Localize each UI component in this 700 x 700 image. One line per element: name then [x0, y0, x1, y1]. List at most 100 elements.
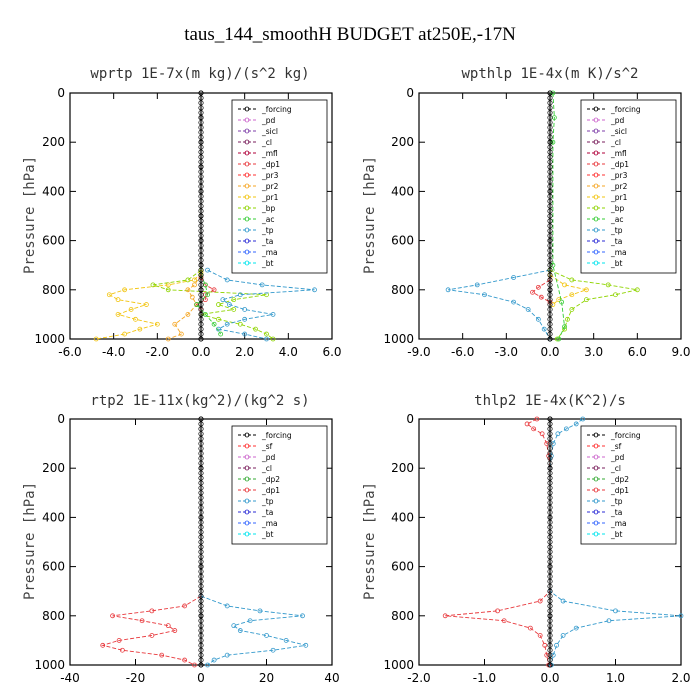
y-tick-label: 800 [42, 609, 65, 623]
data-point_forcing [547, 218, 553, 224]
legend-label: _forcing [261, 105, 292, 114]
data-point_forcing [198, 549, 204, 555]
data-point_forcing [547, 460, 553, 466]
panel-title: rtp2 1E-11x(kg^2)/(kg^2 s) [90, 393, 309, 409]
legend-marker [244, 238, 250, 244]
data-point_tp [482, 292, 487, 298]
data-point_dp1 [535, 284, 541, 290]
legend-marker [593, 531, 599, 537]
data-point_forcing [198, 238, 204, 244]
panel-title: wprtp 1E-7x(m kg)/(s^2 kg) [90, 66, 309, 82]
x-tick-label: 0.0 [540, 671, 559, 685]
data-point_tp [259, 282, 265, 288]
data-point_pr2 [172, 321, 178, 327]
data-point_forcing [547, 159, 553, 165]
data-point_forcing [547, 445, 553, 452]
data-point_dp1 [182, 657, 188, 663]
data-point_forcing [547, 505, 553, 511]
data-point_forcing [198, 252, 204, 258]
legend-label: _dp1 [610, 486, 629, 495]
data-point_bp [613, 292, 618, 298]
legend-label: _sicl [610, 127, 627, 136]
y-tick-label: 400 [42, 184, 65, 198]
data-point_tp [242, 316, 248, 322]
legend-marker [593, 205, 599, 211]
legend-label: _bp [610, 204, 625, 213]
data-point_forcing [198, 282, 204, 288]
series-line_dp1 [445, 418, 551, 666]
data-point_pr2 [178, 331, 184, 337]
data-point_tp [554, 642, 559, 648]
legend-marker [593, 498, 599, 504]
data-point_forcing [198, 583, 204, 589]
legend-label: _cl [261, 464, 272, 473]
data-point_forcing [547, 262, 553, 268]
legend-marker [244, 150, 250, 156]
data-point_dp1 [534, 416, 540, 422]
y-tick-label: 400 [391, 184, 414, 198]
legend-label: _bt [610, 259, 623, 268]
legend-label: _mfl [261, 149, 278, 158]
legend-marker [593, 487, 599, 493]
legend-marker [244, 520, 250, 526]
legend-label: _pr3 [261, 171, 279, 180]
data-point_forcing [198, 287, 204, 293]
data-point_tp [303, 642, 309, 648]
data-point_forcing [547, 549, 553, 555]
data-point_dp1 [537, 598, 543, 604]
series-line_ac [196, 274, 222, 335]
panel-wpthlp: wpthlp 1E-4x(m K)/s^2 Pressure [hPa] -9.… [362, 66, 691, 359]
data-point_forcing [198, 203, 204, 209]
legend-label: _dp1 [610, 160, 629, 169]
data-point_tp [231, 623, 237, 629]
data-point_forcing [547, 657, 553, 663]
y-axis-label: Pressure [hPa] [22, 482, 38, 600]
data-point_forcing [547, 588, 553, 594]
data-point_bp [565, 316, 570, 322]
data-point_forcing [198, 544, 204, 550]
data-point_pr1 [93, 336, 99, 342]
data-point_bp [231, 297, 237, 303]
data-point_forcing [198, 242, 204, 249]
series-line_pr1 [96, 272, 202, 340]
data-point_forcing [547, 336, 553, 342]
x-tick-label: 0 [197, 671, 205, 685]
data-point_forcing [547, 578, 553, 584]
y-tick-label: 0 [57, 412, 65, 426]
data-point_forcing [198, 495, 204, 501]
series-line_tp [448, 269, 551, 340]
legend-marker [593, 260, 599, 266]
data-point_forcing [547, 662, 553, 668]
data-point_dp1 [116, 638, 122, 643]
data-point_forcing [547, 267, 553, 273]
data-point_forcing [547, 436, 553, 442]
x-tick-label: 2.0 [671, 671, 690, 685]
data-point_forcing [547, 242, 553, 249]
data-point_forcing [198, 149, 204, 155]
legend-label: _sf [610, 442, 622, 451]
data-point_bp [569, 277, 575, 283]
data-point_forcing [198, 436, 204, 442]
data-point_tp [257, 608, 263, 614]
data-point_tp [525, 307, 531, 312]
data-point_pr1 [569, 292, 575, 298]
legend-marker [244, 106, 250, 112]
data-point_pr2 [192, 282, 197, 288]
y-axis-label: Pressure [hPa] [22, 156, 38, 274]
data-point_forcing [198, 421, 204, 427]
legend-marker [593, 194, 599, 200]
data-point_forcing [547, 95, 553, 101]
data-point_bp [216, 302, 221, 307]
data-point_forcing [547, 208, 553, 214]
legend-label: _ta [261, 508, 273, 517]
legend-marker [244, 139, 250, 145]
data-point_forcing [198, 297, 204, 303]
data-point_forcing [547, 509, 553, 516]
data-point_forcing [198, 637, 204, 643]
data-point_forcing [547, 238, 553, 244]
data-point_forcing [198, 465, 204, 471]
data-point_forcing [198, 247, 204, 253]
data-point_tp [560, 598, 566, 604]
legend-label: _ta [610, 237, 622, 246]
legend-marker [593, 454, 599, 460]
